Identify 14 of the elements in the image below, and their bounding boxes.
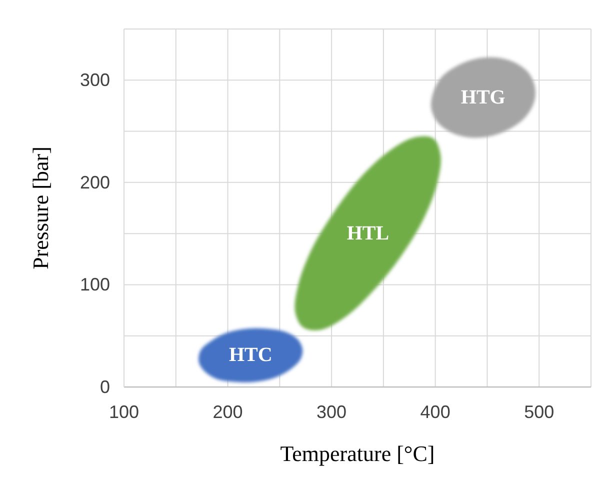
- y-tick-label: 300: [80, 70, 110, 90]
- x-tick-label: 500: [524, 402, 554, 422]
- y-tick-label: 200: [80, 172, 110, 192]
- series-label: HTG: [460, 86, 506, 109]
- series-label: HTL: [346, 222, 390, 244]
- x-axis-title: Temperature [°C]: [280, 441, 435, 466]
- x-tick-label: 100: [108, 402, 140, 422]
- y-tick-label: 100: [80, 274, 110, 295]
- x-tick-label: 300: [316, 402, 347, 422]
- y-tick-label: 0: [100, 377, 110, 397]
- x-tick-label: 400: [420, 402, 450, 422]
- x-tick-label: 200: [212, 402, 243, 422]
- y-axis-title: Pressure [bar]: [28, 146, 53, 270]
- series-label: HTC: [229, 344, 272, 366]
